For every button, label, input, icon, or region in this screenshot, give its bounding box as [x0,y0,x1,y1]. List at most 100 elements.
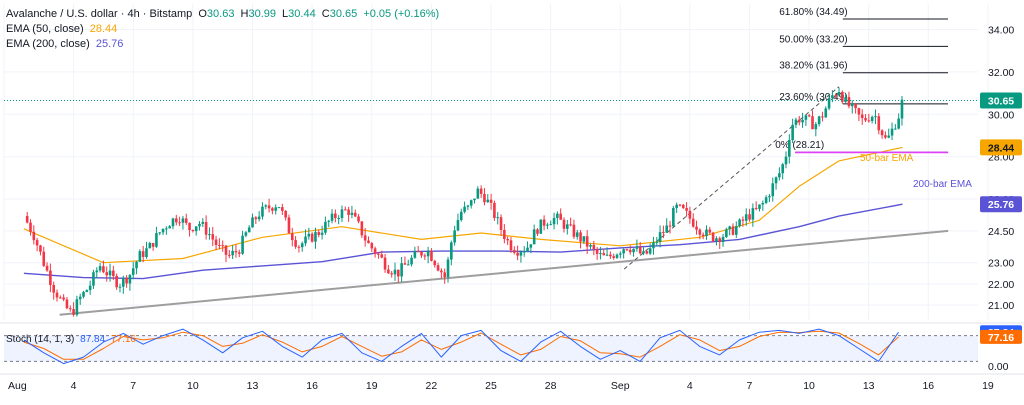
candle-body [592,244,596,250]
change-value: +0.05 (+0.16%) [363,8,440,20]
candle-body [320,232,324,235]
candle-body [874,116,877,118]
candle-body [98,266,102,271]
ema50-path [23,146,903,264]
candle-body [512,250,516,253]
candle-body [867,120,871,122]
candle-body [343,209,347,211]
fib-level-label: 0% (28.21) [775,140,824,151]
candle-body [483,193,486,203]
high-value: 30.99 [248,8,276,20]
candle-body [807,115,811,117]
candle-body [635,246,639,249]
candle-body [469,200,473,206]
ema200-legend[interactable]: EMA (200, close) 25.76 [6,38,126,50]
time-tick-label: 7 [130,380,136,392]
ema50-legend[interactable]: EMA (50, close) 28.44 [6,23,120,35]
candle-body [95,270,99,273]
candle-body [771,183,775,197]
price-tick-label: 23.00 [988,258,1014,270]
candle-body [675,204,678,209]
candle-body [804,115,808,120]
candle-body [695,226,698,230]
fib-diagonal [623,86,840,270]
candle-body [340,209,344,219]
candle-body [218,244,221,246]
candle-body [261,206,264,217]
candle-body [496,217,500,219]
candle-body [509,240,513,251]
candle-body [894,128,897,130]
close-label: C [321,8,330,20]
candle-body [300,243,304,248]
ema200-legend-value: 25.76 [95,38,124,50]
ema200-path [23,203,903,280]
candle-body [78,296,82,300]
price-marker-label: 28.44 [988,142,1014,154]
candle-body [373,248,377,254]
fib-level-label: 23.60% (30.49) [779,92,847,103]
time-tick-label: 25 [485,380,497,392]
candle-body [327,220,331,222]
candle-body [440,270,443,273]
candle-body [884,135,887,138]
stoch-legend[interactable]: Stoch (14, 1, 3) 87.84 77.16 [6,334,139,345]
candle-body [728,226,731,230]
low-label: L [282,8,289,20]
time-axis[interactable]: Aug 4 7 10 13 16 19 22 25 28 Sep 4 7 10 13 16 19 [0,373,1024,392]
price-marker-label: 25.76 [988,199,1014,211]
candle-body [648,248,652,254]
fib-level-label: 50.00% (33.20) [779,34,847,45]
ema50-legend-value: 28.44 [89,23,118,35]
candle-body [138,251,142,262]
candle-body [214,239,218,245]
candle-body [841,92,844,102]
candle-body [605,254,609,256]
candle-body [82,291,85,297]
candle-body [105,272,109,276]
candle-body [287,217,291,234]
stoch-legend-label: Stoch (14, 1, 3) [6,334,75,345]
candle-body [297,246,301,248]
candle-body [165,228,168,230]
candle-body [400,263,403,277]
time-tick-label: 7 [746,380,752,392]
candle-body [112,270,115,276]
candle-body [29,222,32,232]
low-value: 30.44 [288,8,316,20]
candle-body [330,213,334,221]
candle-body [85,290,89,292]
stoch-marker-label: 77.16 [988,332,1014,344]
candle-body [628,249,632,253]
candle-body [284,210,287,218]
candle-body [652,242,655,249]
candle-body [870,116,874,121]
candle-body [685,208,688,211]
candle-body [201,221,205,224]
candle-body [834,95,838,97]
ema50-annotation: 50-bar EMA [860,153,914,164]
candle-body [294,240,297,247]
candle-body [463,206,466,212]
candle-body [347,209,350,215]
candle-body [794,119,798,125]
time-tick-label: 16 [306,380,318,392]
candle-body [532,229,536,245]
candle-body [536,229,539,234]
candle-body [436,265,440,271]
candle-body [887,135,891,138]
candle-body [450,242,453,260]
candle-body [827,98,831,109]
close-value: 30.65 [329,8,358,20]
candle-body [734,226,738,235]
candle-body [814,124,818,130]
candle-body [562,219,566,229]
time-tick-label: Aug [8,380,27,392]
grid-lines [3,4,989,320]
candle-body [88,285,92,291]
candle-body [274,207,278,211]
candle-body [698,229,702,235]
candle-body [257,216,261,220]
candle-body [211,234,215,240]
candle-body [184,218,188,223]
